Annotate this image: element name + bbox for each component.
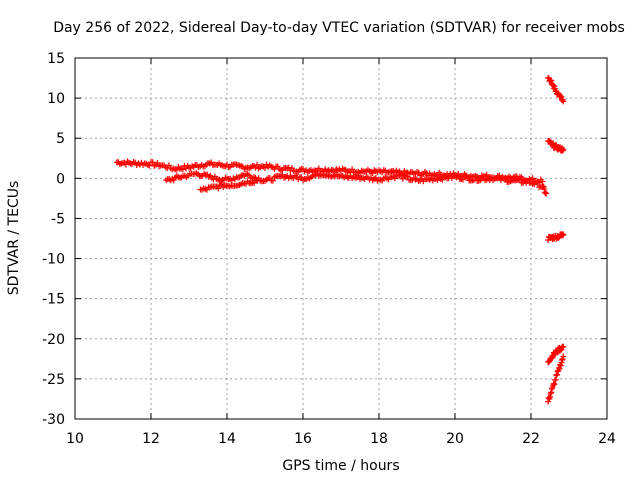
- grid: [75, 58, 607, 419]
- data-point: [545, 398, 552, 405]
- data-point: [154, 159, 161, 166]
- data-point: [553, 372, 560, 379]
- y-tick-label: -10: [42, 252, 65, 268]
- data-point: [560, 231, 567, 238]
- data-point: [404, 173, 411, 180]
- data-point: [314, 169, 321, 176]
- data-point: [556, 365, 563, 372]
- data-point: [552, 376, 559, 383]
- data-point: [254, 161, 261, 168]
- x-axis-label: GPS time / hours: [282, 458, 399, 474]
- data-point: [215, 185, 222, 192]
- y-tick-label: -25: [42, 372, 65, 388]
- x-tick-label: 18: [370, 431, 388, 447]
- data-point: [546, 358, 553, 365]
- data-point: [547, 77, 554, 84]
- data-point: [218, 180, 225, 187]
- x-tick-label: 12: [142, 431, 160, 447]
- data-point: [269, 177, 276, 184]
- data-point: [559, 356, 566, 363]
- data-point: [543, 190, 550, 197]
- x-tick-label: 14: [218, 431, 236, 447]
- x-tick-label: 16: [294, 431, 312, 447]
- data-point: [548, 389, 555, 396]
- data-point: [539, 178, 546, 185]
- data-point: [548, 77, 555, 84]
- data-point: [560, 98, 567, 105]
- data-point: [439, 176, 446, 183]
- data-point: [560, 353, 567, 360]
- data-point: [349, 166, 356, 173]
- data-point: [262, 164, 268, 171]
- x-tick-label: 22: [522, 431, 540, 447]
- data-point: [559, 232, 566, 239]
- y-tick-label: -5: [51, 211, 65, 227]
- data-point: [254, 177, 261, 184]
- data-point: [558, 94, 565, 101]
- data-points: [113, 74, 567, 405]
- axis-ticks: 10 12 14 16 18 20 22 24 15 10 5 0 -5 -10 -15 -20 -25 -30: [42, 51, 616, 447]
- data-point: [369, 170, 376, 177]
- data-point: [541, 185, 548, 192]
- data-point: [553, 371, 560, 378]
- data-point: [122, 161, 129, 168]
- y-tick-label: 0: [56, 171, 65, 187]
- data-point: [355, 172, 362, 179]
- data-point: [391, 175, 398, 182]
- data-point: [560, 146, 567, 153]
- y-tick-label: 10: [47, 91, 65, 107]
- data-point: [534, 179, 541, 186]
- y-tick-label: -15: [42, 292, 65, 308]
- data-point: [279, 171, 286, 178]
- data-point: [547, 393, 553, 400]
- plot-frame: [74, 57, 608, 420]
- data-point: [541, 189, 548, 196]
- y-tick-label: 5: [56, 131, 65, 147]
- x-tick-label: 20: [446, 431, 464, 447]
- data-point: [399, 175, 406, 182]
- data-point: [560, 343, 567, 350]
- data-point: [551, 381, 558, 388]
- chart-title: Day 256 of 2022, Sidereal Day-to-day VTE…: [53, 20, 625, 36]
- data-point: [557, 362, 564, 369]
- data-point: [179, 166, 186, 173]
- y-tick-label: 15: [47, 51, 65, 67]
- y-axis-label: SDTVAR / TECUs: [6, 181, 22, 296]
- y-tick-label: -30: [42, 412, 65, 428]
- x-tick-label: 10: [66, 431, 84, 447]
- y-tick-label: -20: [42, 332, 65, 348]
- data-point: [550, 82, 557, 89]
- x-tick-label: 24: [598, 431, 616, 447]
- data-point: [545, 394, 552, 401]
- data-point: [559, 147, 566, 154]
- data-point: [455, 172, 462, 179]
- data-point: [149, 159, 156, 166]
- data-point: [558, 359, 565, 366]
- data-point: [472, 174, 479, 181]
